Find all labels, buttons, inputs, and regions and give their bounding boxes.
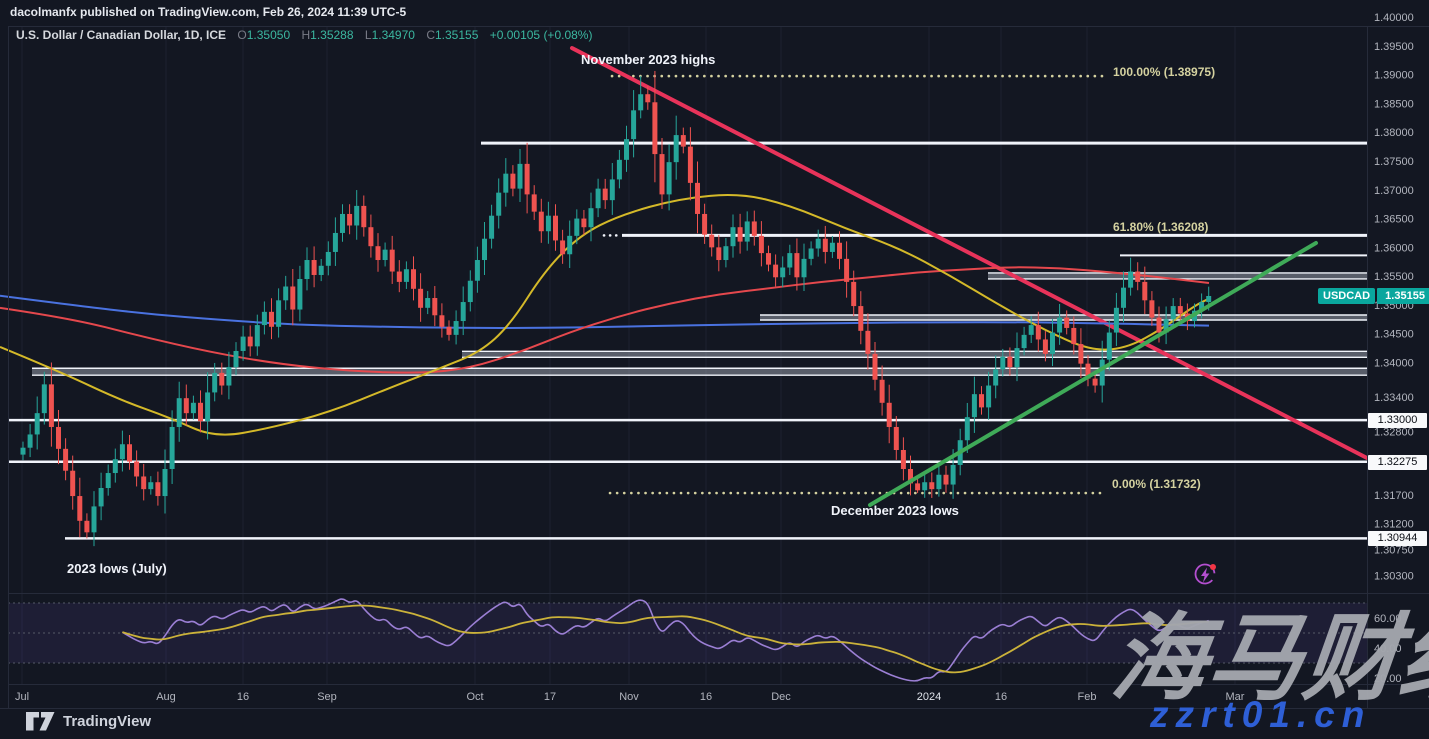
notification-dot [1210, 564, 1216, 570]
chart-top-border [8, 26, 1429, 27]
svg-text:1.31200: 1.31200 [1374, 519, 1414, 531]
symbol-title: U.S. Dollar / Canadian Dollar, 1D, ICE [16, 28, 227, 42]
svg-text:Sep: Sep [317, 691, 337, 703]
axis-line-label-1-33000: 1.33000 [1368, 413, 1427, 428]
last-price-label: USDCAD 1.35155 [1318, 288, 1429, 304]
svg-text:1.37500: 1.37500 [1374, 156, 1414, 168]
published-byline: dacolmanfx published on TradingView.com,… [10, 5, 407, 19]
svg-text:1.34000: 1.34000 [1374, 357, 1414, 369]
svg-text:1.32800: 1.32800 [1374, 427, 1414, 439]
tradingview-logo-icon [26, 712, 55, 731]
svg-text:1.30300: 1.30300 [1374, 571, 1414, 583]
svg-text:Jul: Jul [15, 691, 29, 703]
svg-text:40.00: 40.00 [1374, 643, 1402, 655]
fib-label-0: 0.00% (1.31732) [1112, 477, 1201, 491]
high-label: H [301, 28, 311, 42]
axis-line-label-1-30944: 1.30944 [1368, 531, 1427, 546]
close-value: 1.35155 [434, 28, 479, 42]
svg-text:1.38000: 1.38000 [1374, 127, 1414, 139]
symbol-legend[interactable]: U.S. Dollar / Canadian Dollar, 1D, ICE O… [16, 28, 592, 42]
svg-text:Oct: Oct [466, 691, 483, 703]
annotation-july-lows: 2023 lows (July) [67, 561, 167, 576]
svg-text:Dec: Dec [771, 691, 791, 703]
svg-text:1.40000: 1.40000 [1374, 12, 1414, 24]
svg-text:1.38500: 1.38500 [1374, 98, 1414, 110]
svg-text:20.00: 20.00 [1374, 673, 1402, 685]
open-label: O [237, 28, 247, 42]
change-value: +0.00105 (+0.08%) [489, 28, 593, 42]
pane-divider [8, 593, 1429, 594]
tradingview-brand-text: TradingView [63, 713, 152, 730]
svg-text:1.34500: 1.34500 [1374, 329, 1414, 341]
svg-text:16: 16 [995, 691, 1007, 703]
open-value: 1.35050 [246, 28, 291, 42]
svg-text:2024: 2024 [917, 691, 941, 703]
svg-text:1.30750: 1.30750 [1374, 545, 1414, 557]
last-price-symbol: USDCAD [1318, 288, 1376, 304]
svg-text:Nov: Nov [619, 691, 639, 703]
svg-text:17: 17 [544, 691, 556, 703]
price-axis-border [1367, 26, 1368, 708]
high-value: 1.35288 [310, 28, 354, 42]
low-label: L [364, 28, 372, 42]
watermark-cjk: 海马财经 [1106, 606, 1429, 712]
watermark-url: zzrt01.cn [1150, 694, 1372, 735]
svg-text:1.33400: 1.33400 [1374, 392, 1414, 404]
chart-left-border [8, 26, 9, 708]
fib-label-100: 100.00% (1.38975) [1113, 65, 1216, 79]
fib-label-618: 61.80% (1.36208) [1113, 220, 1209, 234]
svg-text:1.36500: 1.36500 [1374, 214, 1414, 226]
last-price-value: 1.35155 [1377, 288, 1429, 304]
annotation-november-highs: November 2023 highs [581, 52, 716, 67]
close-label: C [426, 28, 435, 42]
footer-border [0, 708, 1429, 709]
svg-text:60.00: 60.00 [1374, 613, 1402, 625]
lightning-bolt-icon [1201, 567, 1210, 583]
svg-text:16: 16 [700, 691, 712, 703]
svg-text:Feb: Feb [1078, 691, 1097, 703]
svg-text:1.39500: 1.39500 [1374, 41, 1414, 53]
svg-text:Aug: Aug [156, 691, 176, 703]
svg-text:Mar: Mar [1226, 691, 1245, 703]
axis-line-label-1-32275: 1.32275 [1368, 455, 1427, 470]
svg-text:1.39000: 1.39000 [1374, 70, 1414, 82]
svg-text:1.36000: 1.36000 [1374, 242, 1414, 254]
tradingview-brand[interactable]: TradingView [26, 712, 151, 731]
annotation-december-lows: December 2023 lows [831, 503, 959, 518]
svg-text:1.37000: 1.37000 [1374, 185, 1414, 197]
svg-text:1.35500: 1.35500 [1374, 271, 1414, 283]
svg-text:1.31700: 1.31700 [1374, 490, 1414, 502]
time-axis-border [8, 684, 1429, 685]
spark-icon[interactable] [1192, 560, 1220, 588]
svg-text:16: 16 [237, 691, 249, 703]
low-value: 1.34970 [371, 28, 415, 42]
